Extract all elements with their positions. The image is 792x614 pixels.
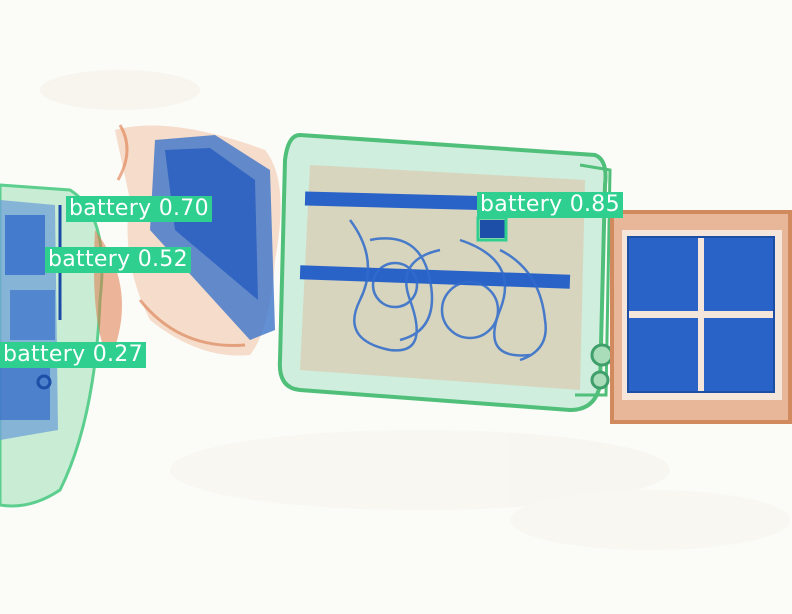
detection-label-battery-0-27: battery 0.27: [0, 342, 146, 368]
detection-label-battery-0-85: battery 0.85: [477, 192, 623, 218]
detection-label-battery-0-70: battery 0.70: [66, 196, 212, 222]
main-suitcase: [277, 132, 614, 413]
middle-object: [115, 124, 281, 356]
right-tray: [610, 210, 792, 424]
organic-haze: [40, 70, 790, 550]
detection-box-battery-0-85: [476, 216, 508, 242]
detection-label-battery-0-52: battery 0.52: [45, 247, 191, 273]
